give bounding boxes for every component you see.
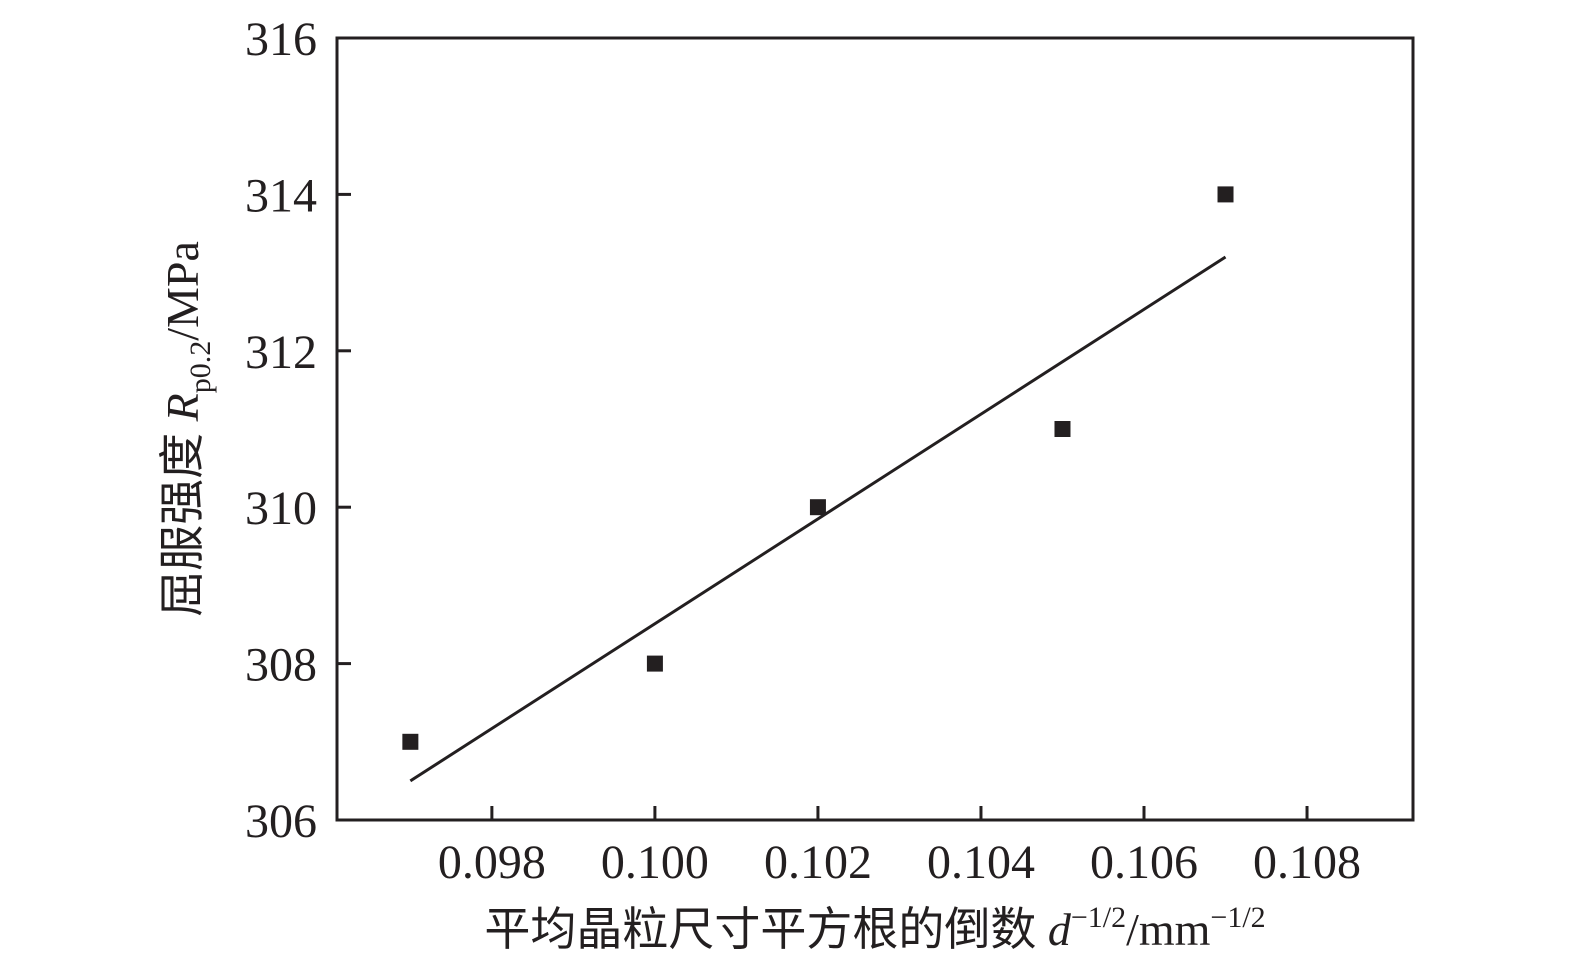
x-axis-label-text: 平均晶粒尺寸平方根的倒数 xyxy=(484,904,1048,955)
y-axis-ticks xyxy=(337,36,351,822)
data-point xyxy=(809,499,826,516)
x-tick-label: 0.102 xyxy=(764,836,872,889)
plot-area: 0.098 0.100 0.102 0.104 0.106 0.108 306 308 310… xyxy=(245,13,1415,889)
data-points xyxy=(402,186,1234,750)
y-tick-label: 306 xyxy=(245,795,317,848)
x-tick-label: 0.106 xyxy=(1090,836,1198,889)
y-tick-label: 310 xyxy=(245,482,317,535)
y-axis-label-text: 屈服强度 xyxy=(157,421,208,617)
x-tick-label: 0.100 xyxy=(601,836,709,889)
x-axis-label-var-sup: −1/2 xyxy=(1071,901,1126,934)
x-axis-label: 平均晶粒尺寸平方根的倒数 d−1/2/mm−1/2 xyxy=(484,901,1265,955)
y-tick-label: 312 xyxy=(245,326,317,379)
x-axis-tick-labels: 0.098 0.100 0.102 0.104 0.106 0.108 xyxy=(438,836,1361,889)
x-axis-label-unit: /mm xyxy=(1126,904,1211,955)
y-axis-tick-labels: 306 308 310 312 314 316 xyxy=(245,13,317,848)
x-tick-label: 0.098 xyxy=(438,836,546,889)
y-tick-label: 314 xyxy=(245,169,317,222)
data-point xyxy=(1054,421,1071,437)
data-point xyxy=(646,655,663,672)
x-axis-label-unit-sup: −1/2 xyxy=(1210,901,1265,934)
x-tick-label: 0.104 xyxy=(927,836,1035,889)
y-tick-label: 308 xyxy=(245,639,317,692)
data-point xyxy=(1217,186,1234,203)
fit-line xyxy=(409,255,1227,783)
x-tick-label: 0.108 xyxy=(1253,836,1361,889)
x-axis-label-var: d xyxy=(1048,904,1072,955)
y-axis-label-var-sub: p0.2 xyxy=(184,341,217,394)
data-point xyxy=(402,733,419,750)
plot-frame xyxy=(335,36,1415,822)
y-axis-label-unit: /MPa xyxy=(157,241,208,341)
y-tick-label: 316 xyxy=(245,13,317,66)
y-axis-label: 屈服强度 Rp0.2/MPa xyxy=(157,241,217,617)
x-axis-ticks xyxy=(490,806,1309,820)
y-axis-label-var: R xyxy=(157,393,208,422)
fit-line-group xyxy=(409,255,1227,783)
